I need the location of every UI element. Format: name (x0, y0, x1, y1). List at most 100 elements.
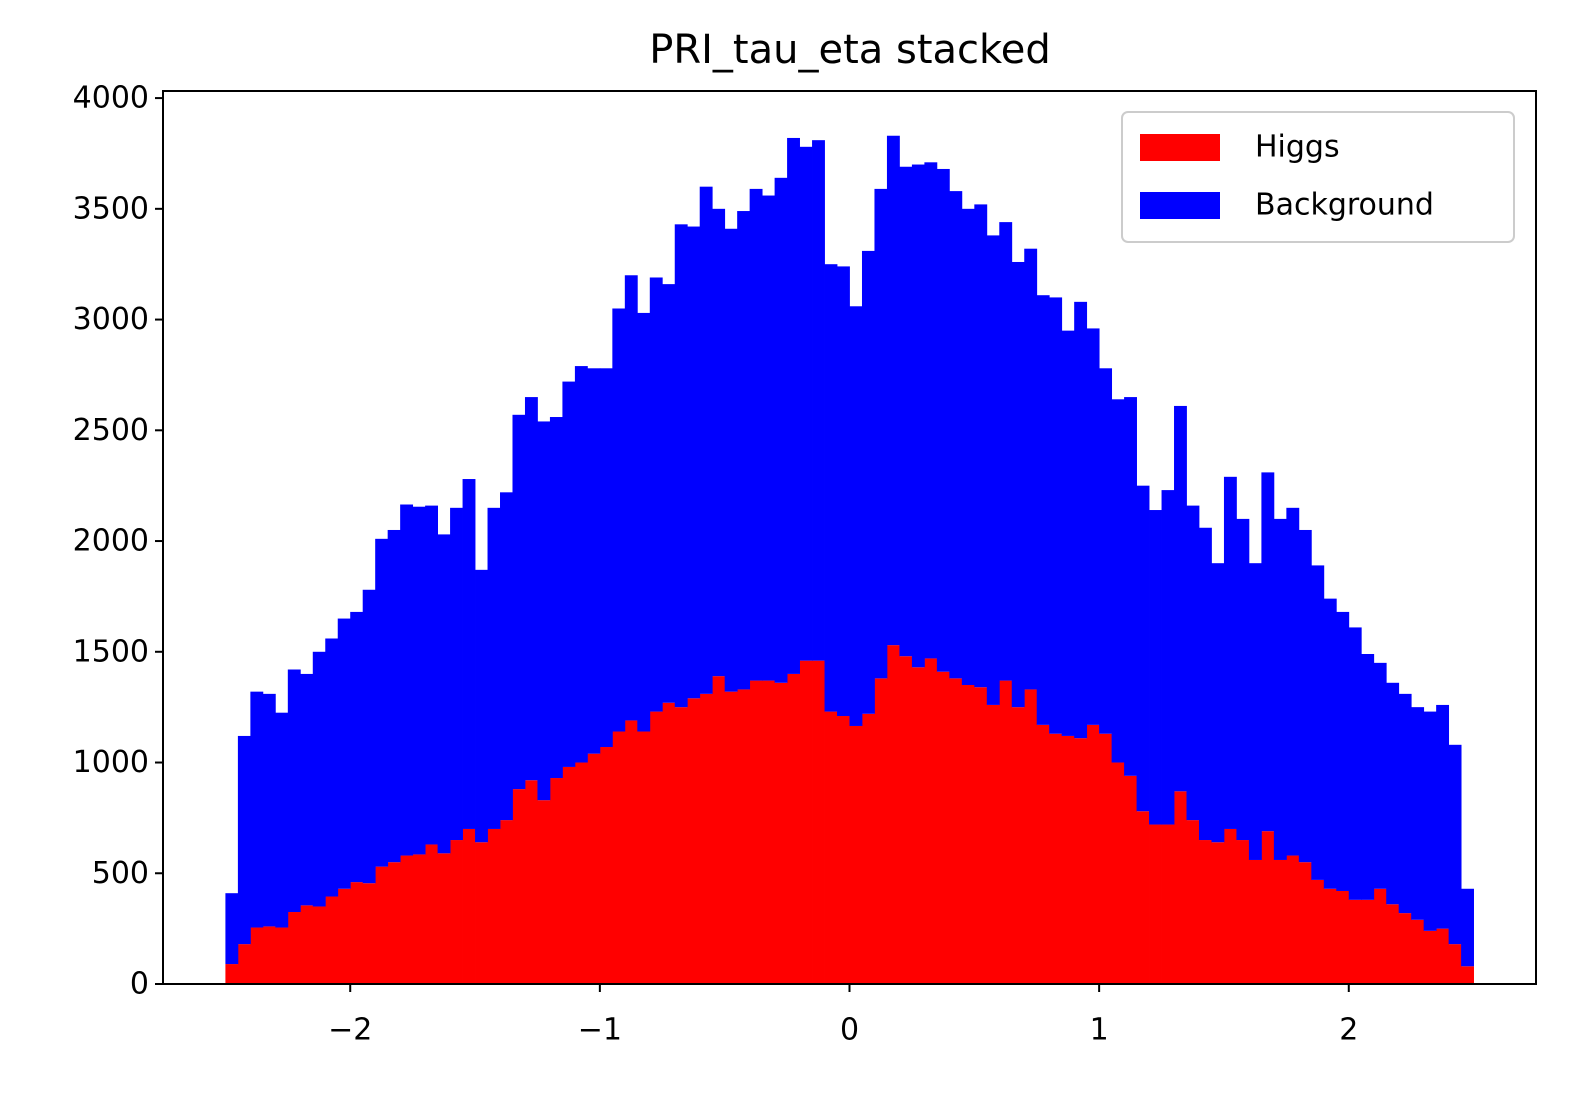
histogram-bar (500, 820, 513, 984)
histogram-bar (874, 188, 888, 679)
histogram-bar (649, 277, 663, 712)
histogram-bar (949, 678, 963, 984)
histogram-bar (387, 862, 401, 984)
histogram-bar (712, 676, 726, 984)
histogram-bar (762, 195, 776, 681)
histogram-bar (1461, 966, 1474, 984)
histogram-bar (799, 660, 813, 984)
y-tick-label: 3000 (73, 302, 149, 337)
histogram-bar (812, 140, 825, 661)
histogram-bar (787, 137, 800, 674)
histogram-bar (824, 711, 838, 984)
histogram-bar (250, 691, 264, 928)
histogram-bar (1024, 248, 1038, 690)
histogram-bar (475, 842, 488, 984)
histogram-bar (899, 656, 913, 984)
histogram-bar (1186, 820, 1200, 984)
histogram-bar (612, 731, 626, 984)
histogram-bar (1198, 527, 1212, 841)
histogram-bar (1298, 862, 1312, 984)
histogram-bar (774, 682, 788, 984)
histogram-bar (562, 381, 576, 767)
histogram-bar (737, 211, 751, 690)
histogram-bar (574, 366, 588, 763)
histogram-bar (737, 689, 751, 984)
histogram-bar (300, 673, 314, 906)
histogram-bar (1398, 693, 1412, 914)
histogram-bar (549, 417, 563, 779)
histogram-bar (250, 927, 264, 984)
histogram-bar (262, 926, 276, 984)
histogram-bar (1286, 507, 1300, 856)
histogram-bar (1436, 704, 1450, 929)
histogram-bar (1036, 724, 1050, 984)
histogram-bar (812, 660, 825, 984)
histogram-bar (400, 504, 414, 856)
histogram-bar (1124, 397, 1137, 776)
histogram-bar (624, 720, 638, 984)
histogram-bar (1448, 944, 1462, 984)
histogram-bar (1323, 888, 1337, 984)
histogram-bar (1386, 904, 1400, 984)
histogram-bar (599, 747, 613, 984)
histogram-bar (1298, 529, 1312, 863)
histogram-bar (1136, 485, 1150, 812)
histogram-bar (899, 166, 913, 657)
histogram-bar (662, 702, 676, 984)
histogram-bar (1024, 689, 1038, 984)
histogram-bar (849, 725, 863, 984)
histogram-bar (1261, 472, 1275, 832)
histogram-bar (837, 266, 850, 717)
histogram-bar (749, 188, 763, 681)
histogram-bar (1411, 919, 1425, 984)
histogram-bar (262, 693, 276, 927)
histogram-bar (961, 208, 975, 686)
histogram-bar (787, 673, 800, 984)
histogram-bar (462, 479, 476, 829)
histogram-bar (350, 611, 364, 883)
histogram-bar (1361, 653, 1375, 900)
histogram-bar (749, 680, 763, 984)
histogram-bar (450, 840, 463, 984)
histogram-bar (1086, 724, 1100, 984)
histogram-bar (861, 713, 875, 984)
histogram-bar (924, 658, 938, 984)
histogram-bar (1036, 295, 1050, 725)
legend-label: Background (1255, 188, 1434, 223)
histogram-bar (712, 208, 726, 677)
histogram-bar (500, 492, 513, 821)
histogram-bar (337, 888, 351, 984)
histogram-bar (799, 146, 813, 661)
histogram-bar (1336, 611, 1350, 891)
histogram-bar (337, 618, 351, 889)
histogram-bar (1398, 913, 1412, 984)
histogram-bar (1161, 824, 1175, 984)
histogram-bar (824, 264, 838, 712)
histogram-bar (1086, 328, 1100, 725)
histogram-bar (1211, 842, 1225, 984)
histogram-bar (886, 135, 900, 646)
x-tick-label: 1 (1090, 1013, 1109, 1048)
histogram-bar (425, 505, 438, 845)
histogram-bar (437, 534, 451, 854)
histogram-bar (1099, 733, 1113, 984)
histogram-bar (674, 707, 688, 984)
histogram-bar (587, 368, 601, 754)
histogram-bar (1011, 707, 1025, 984)
histogram-bar (574, 762, 588, 984)
histogram-bar (1198, 840, 1212, 984)
histogram-bar (562, 766, 576, 984)
histogram-bar (724, 228, 738, 692)
histogram-bar (1423, 930, 1437, 984)
histogram-bar (1236, 840, 1250, 984)
histogram-bar (1074, 738, 1088, 984)
histogram-bar (674, 224, 688, 708)
x-tick-label: −2 (328, 1013, 372, 1048)
histogram-bar (1236, 518, 1250, 841)
histogram-bar (1074, 301, 1088, 739)
histogram-bar (287, 669, 301, 913)
histogram-bar (300, 905, 314, 984)
x-tick-label: −1 (578, 1013, 622, 1048)
histogram-bar (1174, 791, 1187, 984)
